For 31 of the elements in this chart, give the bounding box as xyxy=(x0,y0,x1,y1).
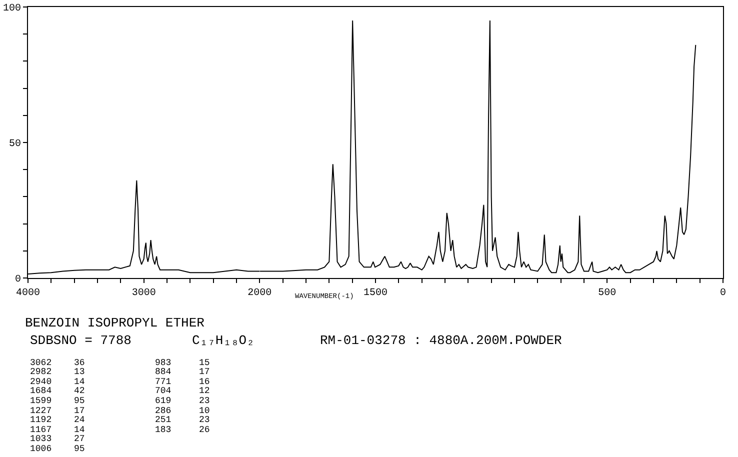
text: RM-01-03278 : 4880A.200M.POWDER xyxy=(320,333,562,348)
text: 1006 95 xyxy=(30,444,85,454)
text: 1684 42 xyxy=(30,386,85,396)
y-tick-label: 50 xyxy=(8,139,21,150)
text: 183 26 xyxy=(155,425,210,435)
text: 2940 14 xyxy=(30,377,85,387)
text: 704 12 xyxy=(155,386,210,396)
text: 1167 14 xyxy=(30,425,85,435)
text: 619 23 xyxy=(155,396,210,406)
text: 1227 17 xyxy=(30,406,85,416)
text: 3062 36 xyxy=(30,358,85,368)
text: BENZOIN ISOPROPYL ETHER xyxy=(25,316,205,331)
text: 1192 24 xyxy=(30,415,85,425)
text: 251 23 xyxy=(155,415,210,425)
text: 983 15 xyxy=(155,358,210,368)
x-tick-label: 3000 xyxy=(132,288,156,299)
x-tick-label: 500 xyxy=(598,288,616,299)
text: 1599 95 xyxy=(30,396,85,406)
x-tick-label: 4000 xyxy=(16,288,40,299)
text: 884 17 xyxy=(155,367,210,377)
y-tick-label: 0 xyxy=(14,274,21,286)
text: 2982 13 xyxy=(30,367,85,377)
text: 286 10 xyxy=(155,406,210,416)
text: C₁₇H₁₈O₂ xyxy=(192,333,254,348)
text: 1033 27 xyxy=(30,434,85,444)
x-tick-label: 1500 xyxy=(363,288,388,299)
text: SDBSNO = 7788 xyxy=(30,333,132,348)
y-tick-label: 100 xyxy=(2,4,21,14)
x-tick-label: 0 xyxy=(720,288,726,299)
text: 771 16 xyxy=(155,377,210,387)
x-tick-label: 2000 xyxy=(248,288,272,299)
